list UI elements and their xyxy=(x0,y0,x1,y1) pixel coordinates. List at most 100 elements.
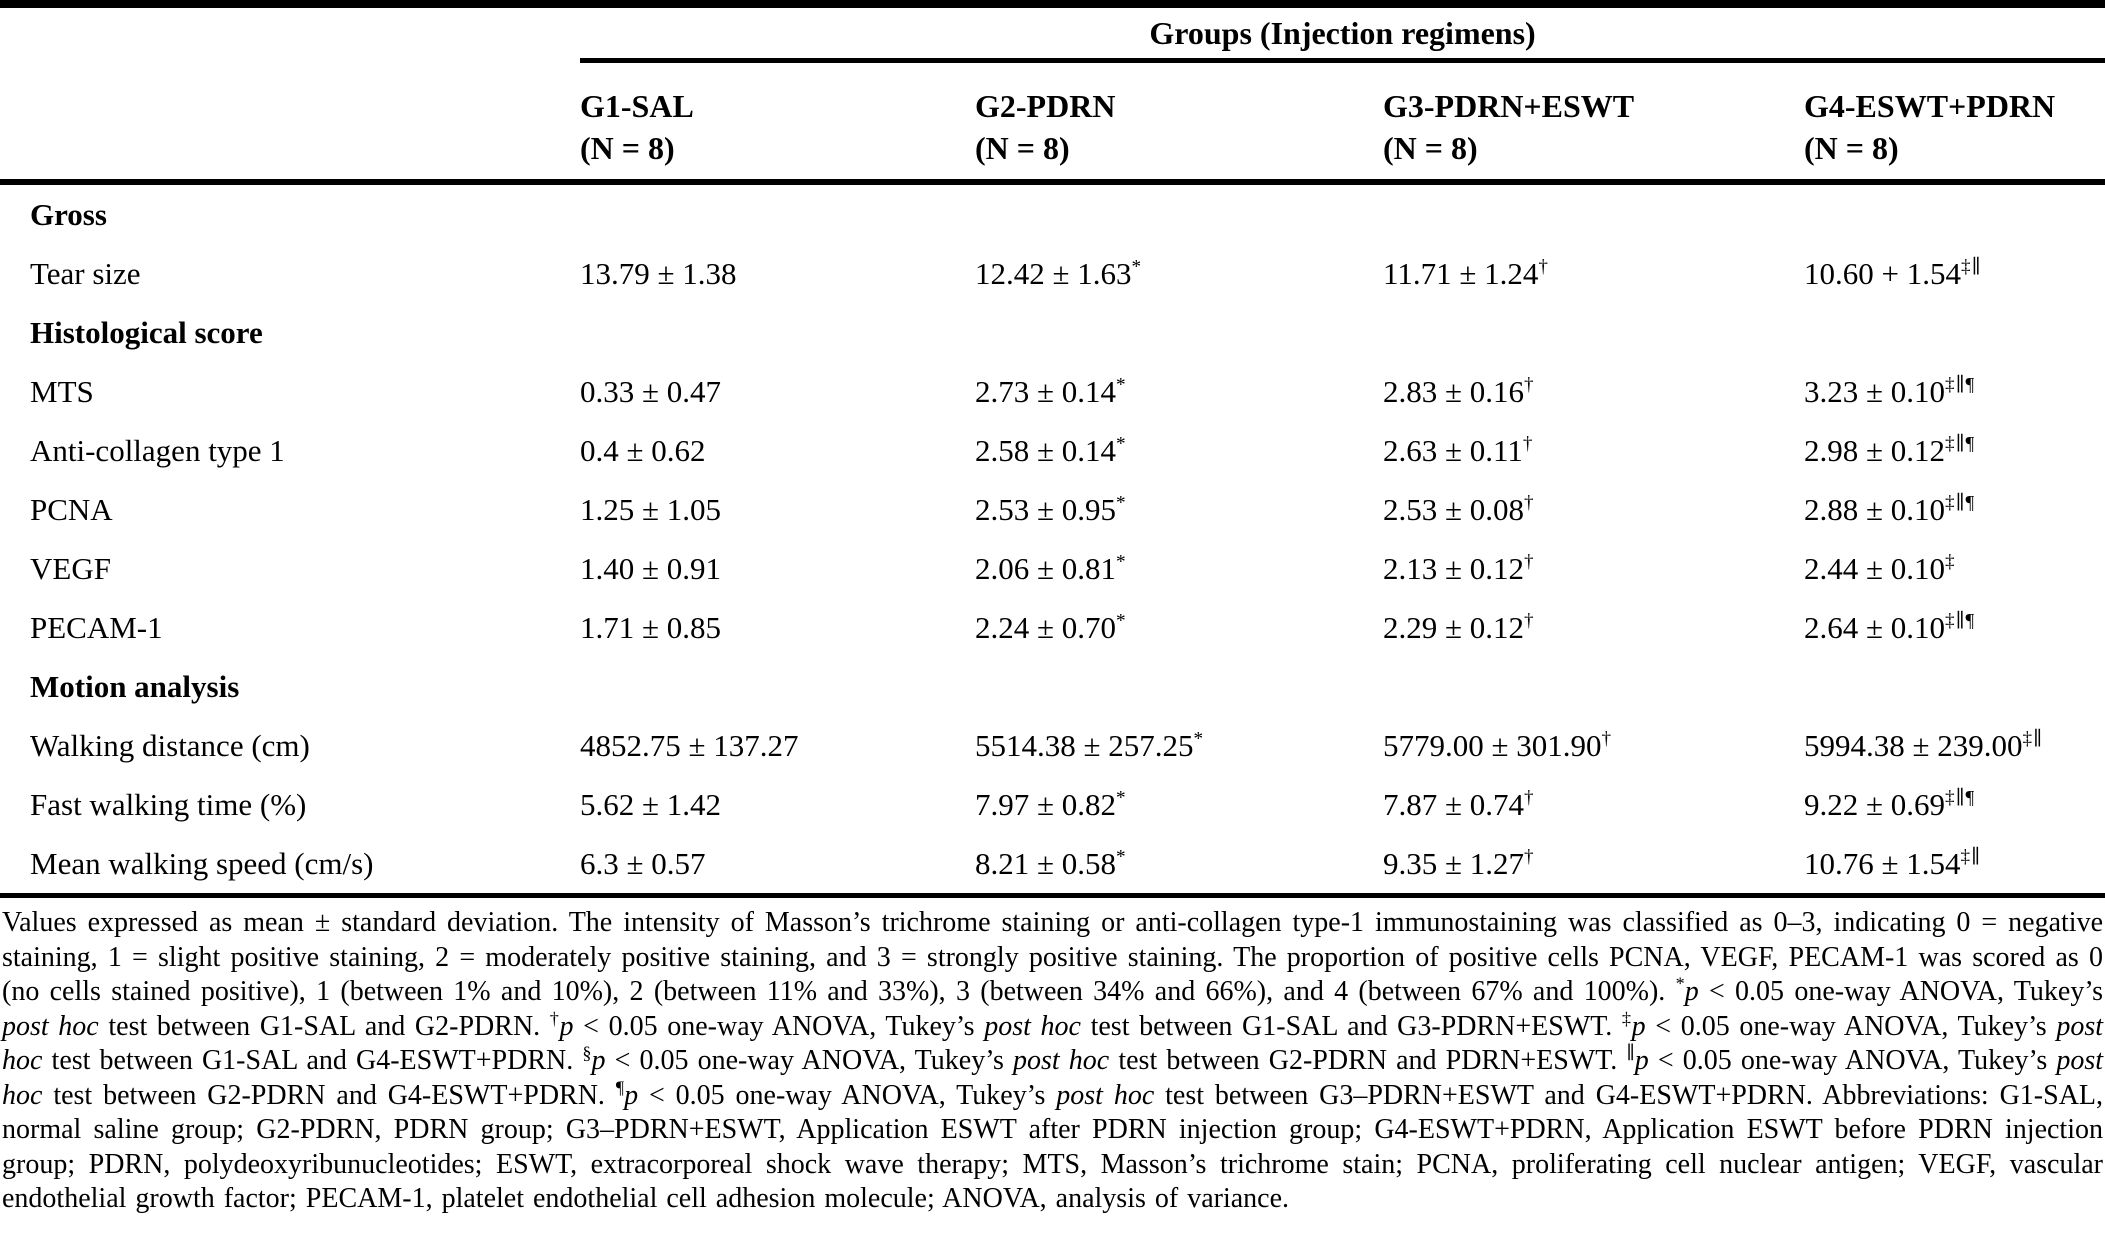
data-cell: 1.25 ± 1.05 xyxy=(580,491,722,527)
data-cell: 2.13 ± 0.12† xyxy=(1383,550,1535,586)
footnote-text: Values expressed as mean ± standard devi… xyxy=(2,907,2103,1007)
table-row: PECAM-1 1.71 ± 0.85 2.24 ± 0.70* 2.29 ± 0.1… xyxy=(0,598,2105,657)
significance-marker: ‡∥ xyxy=(1960,256,1982,278)
significance-marker: * xyxy=(1116,846,1127,868)
column-header-g2: G2-PDRN (N = 8) xyxy=(975,60,1383,185)
table-row: VEGF 1.40 ± 0.91 2.06 ± 0.81* 2.13 ± 0.12† 2… xyxy=(0,539,2105,598)
group-header-stub xyxy=(0,4,580,61)
data-cell: 2.29 ± 0.12† xyxy=(1383,609,1535,645)
data-cell: 0.33 ± 0.47 xyxy=(580,373,722,409)
footnote-marker: § xyxy=(582,1042,592,1063)
footnote-italic-text: p xyxy=(559,1010,574,1042)
data-cell: 7.87 ± 0.74† xyxy=(1383,786,1535,822)
section-row: Gross xyxy=(0,182,2105,244)
row-label: PECAM-1 xyxy=(30,609,163,645)
data-cell: 2.53 ± 0.95* xyxy=(975,491,1127,527)
data-cell: 5.62 ± 1.42 xyxy=(580,786,722,822)
data-cell: 9.35 ± 1.27† xyxy=(1383,834,1804,898)
row-label: Anti-collagen type 1 xyxy=(30,432,285,468)
results-table: Groups (Injection regimens) G1-SAL (N = 8… xyxy=(0,0,2105,898)
footnote-marker: ¶ xyxy=(615,1077,625,1098)
row-label: Walking distance (cm) xyxy=(30,727,310,763)
footnote-text: < 0.05 one-way ANOVA, Tukey’s xyxy=(638,1079,1057,1111)
significance-marker: † xyxy=(1538,256,1549,278)
footnote-text: < 0.05 one-way ANOVA, Tukey’s xyxy=(1698,976,2103,1007)
footnote-marker: ∥ xyxy=(1626,1042,1635,1063)
footnote-text: < 0.05 one-way ANOVA, Tukey’s xyxy=(1645,1010,2057,1042)
row-label: VEGF xyxy=(30,550,111,586)
data-cell: 9.22 ± 0.69‡∥¶ xyxy=(1804,786,1976,822)
column-header-stub xyxy=(0,60,580,185)
data-cell: 1.71 ± 0.85 xyxy=(580,609,722,645)
footnote-text: test between G2-PDRN and PDRN+ESWT. xyxy=(1109,1045,1627,1076)
footnote-text: test between G1-SAL and G2-PDRN. xyxy=(98,1010,550,1042)
significance-marker: ‡∥¶ xyxy=(1945,492,1976,514)
column-header-n: (N = 8) xyxy=(1383,130,1478,166)
footnote-marker: * xyxy=(1675,973,1685,994)
table-row: Mean walking speed (cm/s) 6.3 ± 0.57 8.21 … xyxy=(0,834,2105,898)
data-cell: 5779.00 ± 301.90† xyxy=(1383,727,1613,763)
row-label: Histological score xyxy=(30,314,263,350)
significance-marker: † xyxy=(1522,433,1534,455)
footnote-marker: ‡ xyxy=(1621,1008,1632,1029)
data-cell: 12.42 ± 1.63* xyxy=(975,255,1143,291)
data-cell: 1.40 ± 0.91 xyxy=(580,550,722,586)
section-row: Motion analysis xyxy=(0,657,2105,716)
data-cell: 8.21 ± 0.58* xyxy=(975,834,1383,898)
footnote-text: < 0.05 one-way ANOVA, Tukey’s xyxy=(1648,1045,2057,1076)
data-cell: 2.06 ± 0.81* xyxy=(975,550,1127,586)
significance-marker: † xyxy=(1601,728,1613,750)
footnote-italic-text: p xyxy=(1684,976,1699,1007)
data-cell: 11.71 ± 1.24† xyxy=(1383,255,1549,291)
data-cell: 4852.75 ± 137.27 xyxy=(580,727,799,763)
data-cell: 5994.38 ± 239.00‡∥ xyxy=(1804,727,2043,763)
significance-marker: * xyxy=(1116,492,1127,514)
data-cell: 3.23 ± 0.10‡∥¶ xyxy=(1804,373,1976,409)
significance-marker: * xyxy=(1116,787,1127,809)
column-header-name: G4-ESWT+PDRN xyxy=(1804,88,2056,124)
footnote-italic-text: post hoc xyxy=(2,1010,99,1042)
footnote-italic-text: p xyxy=(624,1079,639,1111)
group-header-row: Groups (Injection regimens) xyxy=(0,4,2105,63)
significance-marker: † xyxy=(1524,492,1535,514)
significance-marker: * xyxy=(1116,610,1127,632)
table-row: Fast walking time (%) 5.62 ± 1.42 7.97 ± 0… xyxy=(0,775,2105,834)
row-label: Gross xyxy=(30,196,107,232)
data-cell: 10.60 + 1.54‡∥ xyxy=(1804,255,1982,291)
row-label: Tear size xyxy=(30,255,141,291)
significance-marker: ‡ xyxy=(1945,551,1956,573)
footnote-italic-text: post hoc xyxy=(2,1010,2104,1077)
footnote-text: test between G2-PDRN and G4-ESWT+PDRN. xyxy=(42,1079,616,1111)
section-filler xyxy=(580,303,2105,362)
data-cell: 2.73 ± 0.14* xyxy=(975,373,1127,409)
column-header-g3: G3-PDRN+ESWT (N = 8) xyxy=(1383,60,1804,185)
section-filler xyxy=(580,657,2105,716)
table-row: Tear size 13.79 ± 1.38 12.42 ± 1.63* 11.71 … xyxy=(0,244,2105,303)
data-cell: 7.97 ± 0.82* xyxy=(975,786,1127,822)
table-row: Anti-collagen type 1 0.4 ± 0.62 2.58 ± 0.1… xyxy=(0,421,2105,480)
row-label: Fast walking time (%) xyxy=(30,786,307,822)
data-cell: 2.24 ± 0.70* xyxy=(975,609,1127,645)
footnote-italic-text: post hoc xyxy=(2,1045,2104,1111)
group-header-title: Groups (Injection regimens) xyxy=(580,4,2105,63)
column-header-g4: G4-ESWT+PDRN (N = 8) xyxy=(1804,60,2105,185)
row-label: MTS xyxy=(30,373,94,409)
significance-marker: ‡∥¶ xyxy=(1945,374,1976,396)
column-header-n: (N = 8) xyxy=(975,130,1070,166)
data-cell: 2.63 ± 0.11† xyxy=(1383,432,1534,468)
row-label: Motion analysis xyxy=(30,668,240,704)
column-header-n: (N = 8) xyxy=(1804,130,1899,166)
footnote-italic-text: p xyxy=(591,1045,606,1076)
data-cell: 2.98 ± 0.12‡∥¶ xyxy=(1804,432,1976,468)
section-row: Histological score xyxy=(0,303,2105,362)
significance-marker: ‡∥¶ xyxy=(1945,787,1976,809)
footnote-text: test between G3–PDRN+ESWT and G4-ESWT+PD… xyxy=(2,1079,2104,1215)
column-header-row: G1-SAL (N = 8) G2-PDRN (N = 8) G3-PDRN+ESWT (… xyxy=(0,60,2105,185)
data-cell: 2.58 ± 0.14* xyxy=(975,432,1127,468)
significance-marker: * xyxy=(1116,374,1127,396)
footnote-italic-text: post hoc xyxy=(984,1010,1081,1042)
footnote-text: test between G1-SAL and G4-ESWT+PDRN. xyxy=(42,1045,583,1076)
significance-marker: ‡∥ xyxy=(1960,846,1981,868)
significance-marker: * xyxy=(1116,551,1127,573)
table-row: MTS 0.33 ± 0.47 2.73 ± 0.14* 2.83 ± 0.16† 3.… xyxy=(0,362,2105,421)
